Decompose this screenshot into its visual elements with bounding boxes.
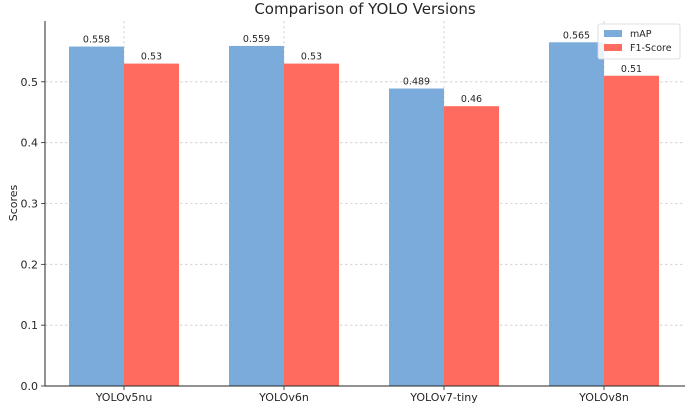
- x-tick-label: YOLOv5nu: [95, 391, 153, 404]
- bar-map: [69, 46, 124, 387]
- bar-f1-score: [444, 106, 499, 387]
- legend: mAP F1-Score: [597, 23, 681, 60]
- bar-f1-score: [284, 63, 339, 386]
- bars: [69, 42, 659, 387]
- bar-map: [389, 88, 444, 387]
- x-tick-label: YOLOv8n: [578, 391, 629, 404]
- y-tick-label: 0.2: [21, 258, 39, 271]
- y-tick-label: 0.3: [21, 198, 39, 211]
- bar-value-label: 0.558: [83, 35, 110, 46]
- y-tick-label: 0.0: [21, 380, 39, 393]
- legend-swatch: [604, 30, 622, 37]
- x-tick-label: YOLOv7-tiny: [409, 391, 478, 404]
- bar-value-label: 0.51: [621, 64, 642, 75]
- bar-value-label: 0.559: [243, 34, 270, 45]
- bar-value-label: 0.489: [403, 77, 430, 88]
- y-tick-label: 0.4: [21, 137, 39, 150]
- bar-map: [549, 42, 604, 387]
- bar-value-label: 0.565: [563, 30, 590, 41]
- y-tick-label: 0.1: [21, 319, 39, 332]
- chart-title: Comparison of YOLO Versions: [254, 0, 476, 18]
- axes: 0.0 0.1 0.2 0.3 0.4 0.5 YOLOv5nu YOLOv6n YOLOv7-…: [21, 21, 685, 404]
- bar-value-label: 0.53: [141, 52, 162, 63]
- legend-label: F1-Score: [630, 43, 672, 54]
- bar-f1-score: [124, 63, 179, 386]
- x-tick-label: YOLOv6n: [258, 391, 309, 404]
- legend-swatch: [604, 44, 622, 51]
- bar-f1-score: [604, 75, 659, 386]
- bar-value-label: 0.46: [461, 94, 482, 105]
- y-tick-label: 0.5: [21, 76, 39, 89]
- bar-value-label: 0.53: [301, 52, 322, 63]
- bar-map: [229, 45, 284, 387]
- y-axis-label: Scores: [7, 184, 20, 221]
- value-labels: 0.558 0.559 0.489 0.565 0.53 0.53 0.46 0.51: [83, 30, 642, 105]
- legend-label: mAP: [630, 29, 652, 40]
